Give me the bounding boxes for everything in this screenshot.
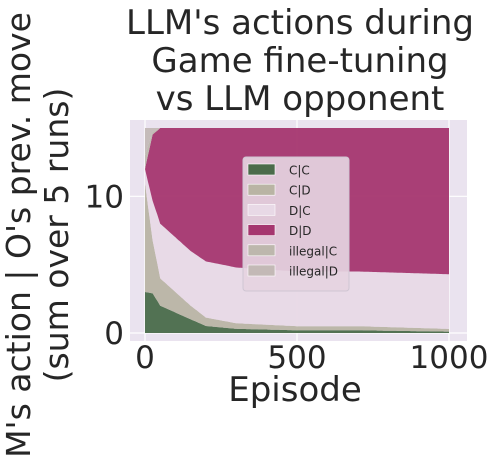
legend-swatch <box>248 245 275 256</box>
x-ticks: 0 500 1000 <box>135 340 488 376</box>
legend-label: D|D <box>289 224 312 238</box>
x-tick-label: 1000 <box>410 340 489 376</box>
y-tick-label: 10 <box>85 179 124 215</box>
legend-label: C|C <box>289 164 310 178</box>
legend-label: illegal|D <box>289 265 338 279</box>
legend-swatch <box>248 225 275 236</box>
chart-canvas: 0 500 1000 0 10 C|C C|D D|C D|D illegal|C illega… <box>0 0 492 453</box>
legend-swatch <box>248 204 275 215</box>
legend-label: illegal|C <box>289 244 337 258</box>
legend-label: D|C <box>289 204 311 218</box>
legend-swatch <box>248 164 275 175</box>
legend-swatch <box>248 265 275 276</box>
x-tick-label: 0 <box>135 340 155 376</box>
y-tick-label: 0 <box>104 316 124 352</box>
legend: C|C C|D D|C D|D illegal|C illegal|D <box>243 157 349 291</box>
legend-label: C|D <box>289 184 311 198</box>
x-tick-label: 500 <box>267 340 326 376</box>
legend-swatch <box>248 184 275 195</box>
y-ticks: 0 10 <box>85 179 124 352</box>
